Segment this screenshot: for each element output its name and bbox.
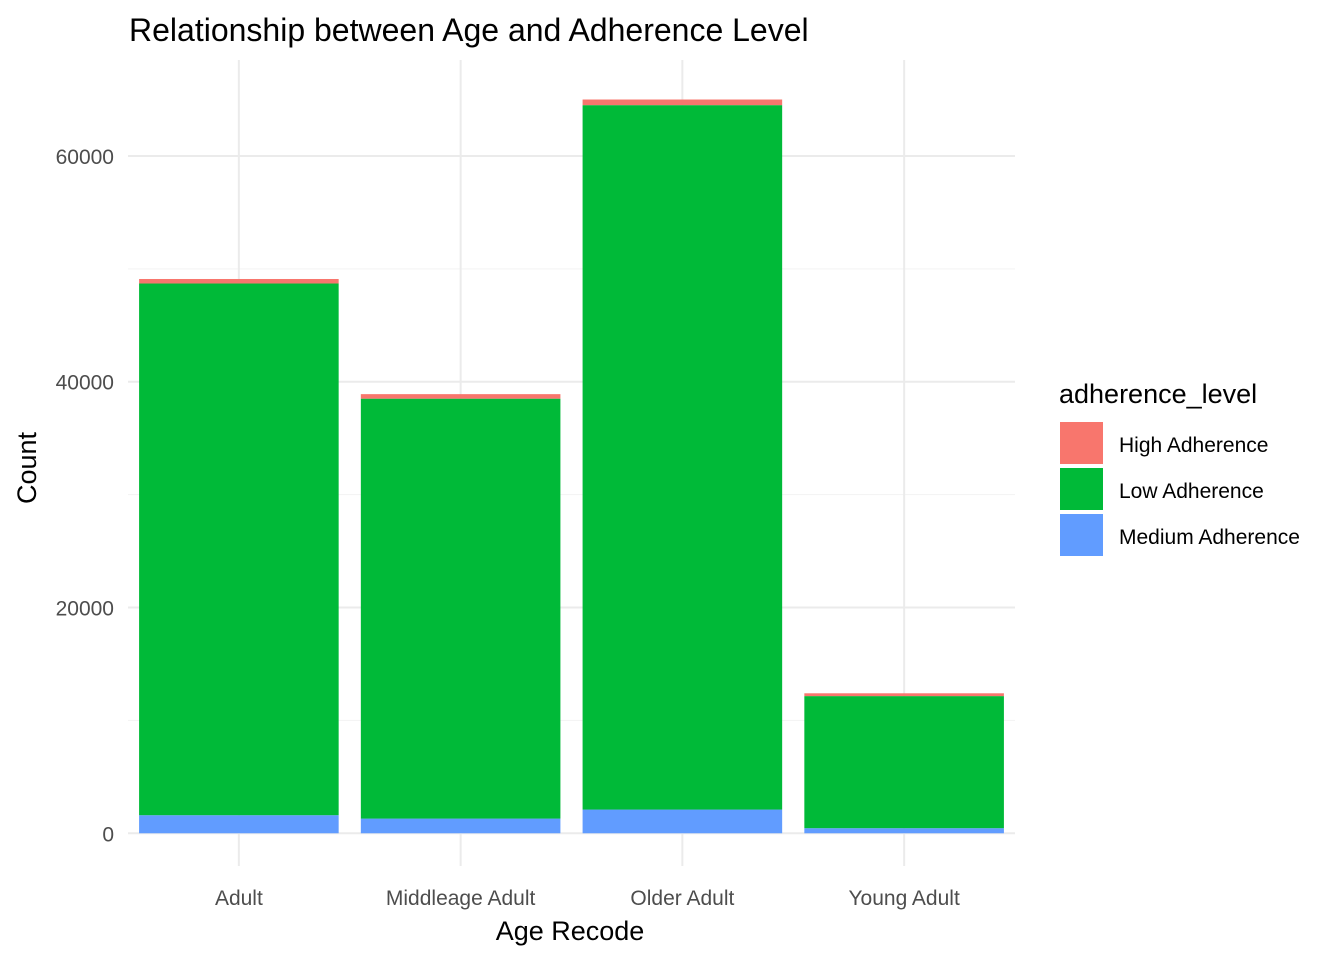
bar-older-adult-medium-adherence (582, 809, 783, 834)
bar-adult-medium-adherence (139, 815, 339, 834)
bar-older-adult-high-adherence (582, 99, 783, 106)
y-tick-label: 20000 (56, 597, 114, 620)
x-tick-label: Young Adult (848, 887, 960, 910)
y-tick-label: 60000 (56, 146, 114, 169)
legend-key-medium-adherence (1060, 514, 1103, 556)
bar-adult-high-adherence (139, 278, 339, 284)
bars (139, 99, 1004, 834)
x-axis-title: Age Recode (496, 916, 645, 946)
legend-key-high-adherence (1060, 422, 1103, 464)
x-axis-ticks: Adult Middleage Adult Older Adult Young Adu… (215, 887, 960, 910)
legend-label-low-adherence: Low Adherence (1119, 480, 1264, 503)
bar-adult-low-adherence (139, 283, 339, 816)
bar-middleage-adult-medium-adherence (360, 818, 561, 834)
bar-young-adult-low-adherence (804, 696, 1004, 829)
legend-label-medium-adherence: Medium Adherence (1119, 526, 1300, 549)
y-axis-ticks: 0 20000 40000 60000 (56, 146, 114, 846)
chart-title: Relationship between Age and Adherence L… (129, 12, 809, 48)
bar-young-adult-medium-adherence (804, 828, 1004, 834)
legend-key-low-adherence (1060, 468, 1103, 510)
y-axis-title: Count (12, 431, 42, 504)
legend-title: adherence_level (1059, 379, 1257, 409)
y-tick-label: 40000 (56, 372, 114, 395)
x-tick-label: Older Adult (630, 887, 734, 910)
bar-young-adult-high-adherence (804, 693, 1004, 697)
bar-middleage-adult-high-adherence (360, 394, 561, 399)
x-tick-label: Adult (215, 887, 263, 910)
x-tick-label: Middleage Adult (386, 887, 536, 910)
bar-older-adult-low-adherence (582, 105, 783, 810)
bar-middleage-adult-low-adherence (360, 398, 561, 819)
legend-label-high-adherence: High Adherence (1119, 434, 1268, 457)
y-tick-label: 0 (102, 823, 114, 846)
legend: adherence_level High Adherence Low Adhere… (1059, 379, 1300, 556)
